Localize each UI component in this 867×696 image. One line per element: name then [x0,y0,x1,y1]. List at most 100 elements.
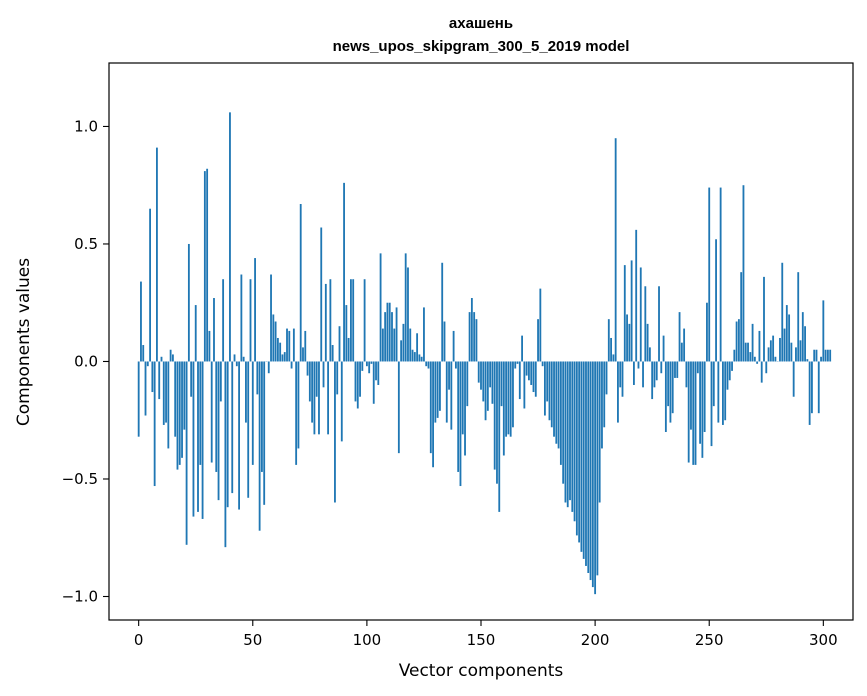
bar [601,361,603,449]
bar [320,227,323,362]
bar [557,361,560,449]
bar [459,361,462,487]
bar [795,347,797,362]
bar [781,262,784,362]
bar [201,361,204,519]
bar [434,361,437,423]
bar [290,361,293,369]
bar [345,305,348,362]
bar [322,361,325,388]
bar [151,361,154,393]
bar [240,274,243,362]
bar [820,356,822,362]
bar [295,361,298,465]
y-axis-label: Components values [14,258,34,426]
bar [717,361,720,423]
bar [687,361,690,463]
bar [420,356,423,362]
bar [591,361,594,588]
bar [167,361,170,449]
bar [231,361,234,494]
bar [158,361,161,400]
bar [318,361,320,435]
bar [365,361,368,367]
bar [311,361,314,423]
bar [178,361,181,465]
bar [715,239,717,362]
bar [543,361,546,416]
bar [737,319,740,362]
bar [386,302,389,362]
bar [530,361,533,385]
bar [480,361,482,390]
bar [790,342,793,362]
bar [450,361,453,430]
bar [156,147,158,362]
bar [699,361,702,444]
bar [343,182,345,362]
bar [548,361,551,421]
bar [418,354,421,362]
bar [731,361,733,371]
bar [578,361,581,543]
bar [779,337,781,362]
bar [516,361,519,364]
bar [352,279,355,362]
bar [646,323,649,362]
bar [187,243,190,362]
bar [749,352,752,362]
bar [724,361,727,421]
bar [669,361,672,423]
bar [756,361,759,364]
bar [176,361,179,470]
x-tick-label: 200 [581,631,610,649]
bar [528,361,530,381]
bar [475,319,478,362]
bar [461,361,464,435]
bar [726,361,729,390]
bar [491,361,494,404]
y-tick-label: −0.5 [62,470,98,488]
bar [304,330,307,362]
bar [623,265,626,362]
bar [331,345,334,362]
bar [464,361,466,456]
bar-series [137,112,832,595]
bar [514,361,517,369]
bar [222,279,225,362]
bar [648,347,651,362]
x-tick-label: 50 [243,631,262,649]
bar [587,361,590,573]
bar [375,361,377,381]
bar [402,323,405,362]
plot-frame [108,62,854,621]
bar [400,340,403,362]
bar [350,279,352,362]
x-tick-label: 300 [809,631,838,649]
bar [596,361,599,576]
bar [678,312,681,362]
bar [226,361,229,508]
bar [235,361,238,367]
bar [735,321,738,362]
bar [680,342,683,362]
bar [165,361,167,423]
bar [466,361,469,407]
bar [562,361,565,484]
bar [279,342,282,362]
bar [306,361,309,376]
bar [391,312,393,362]
bar [206,168,209,362]
bar [388,302,391,362]
bar [308,361,311,402]
bar [541,361,544,367]
bar [452,330,455,362]
bar [664,361,667,432]
bar [769,340,772,362]
bar [213,298,215,362]
bar [197,361,199,512]
bar [185,361,188,545]
bar [263,361,266,505]
bar [448,361,450,390]
bar [651,361,654,400]
